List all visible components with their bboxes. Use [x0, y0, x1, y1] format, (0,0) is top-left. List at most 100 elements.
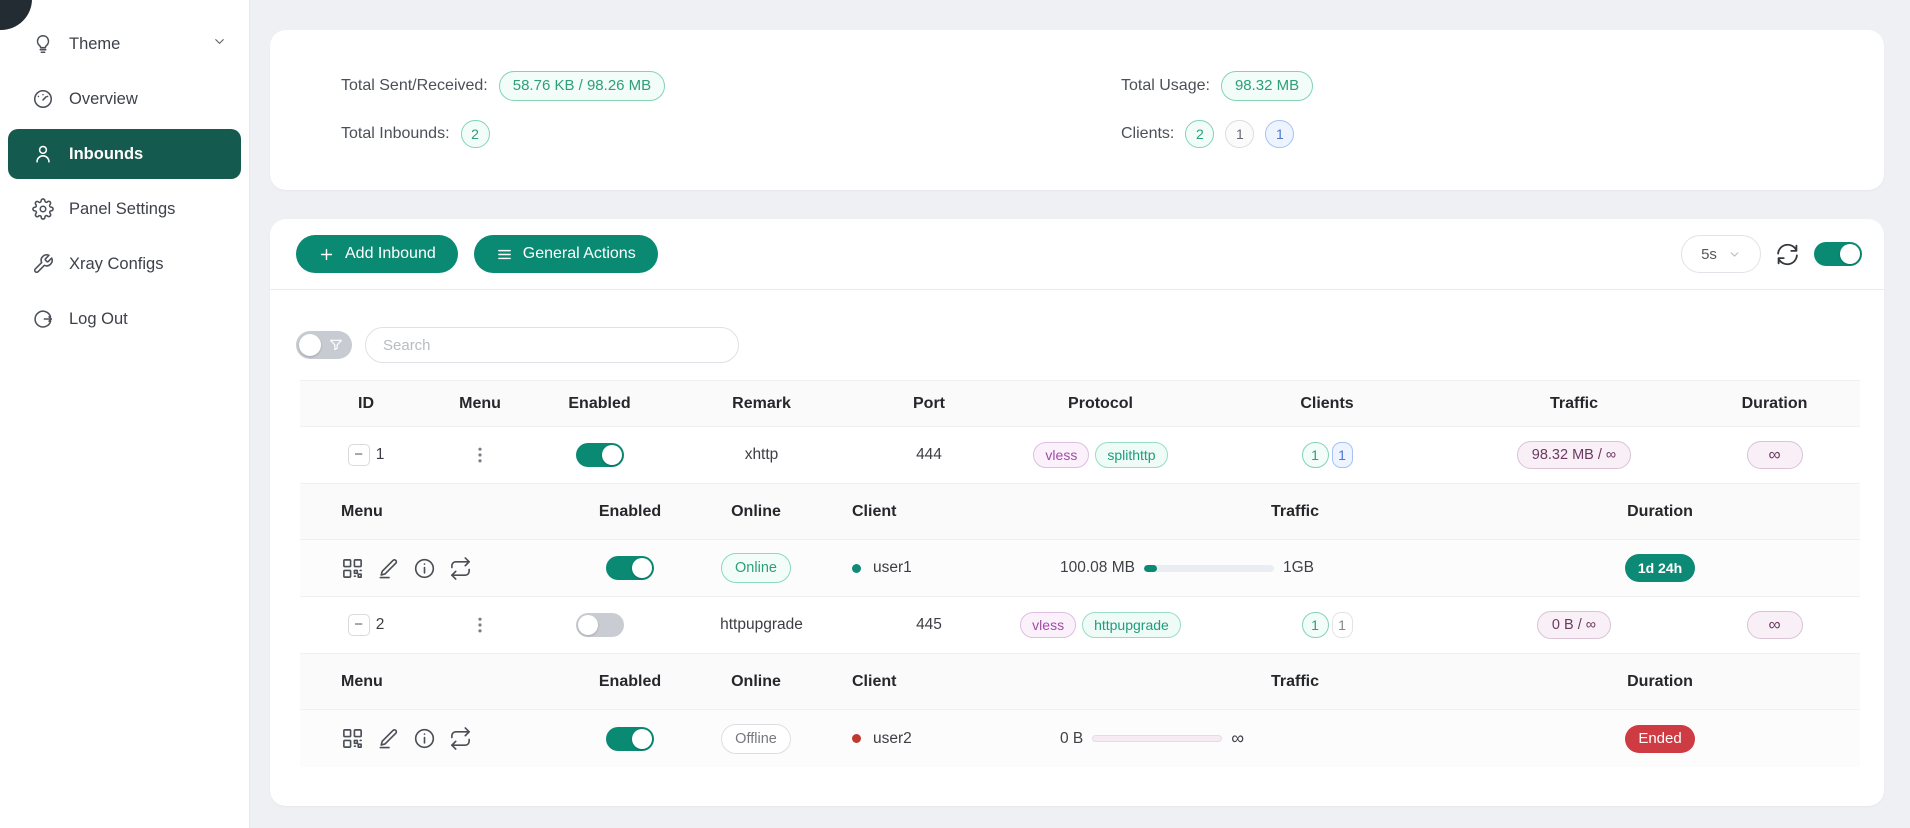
bulb-icon — [36, 34, 50, 54]
stats-right-column: Total Usage: 98.32 MB Clients: 2 1 1 — [1121, 66, 1314, 190]
client-row: Online user1 100.08 MB 1GB 1d 24h — [300, 540, 1860, 597]
client-actions — [300, 727, 560, 750]
col-header-remark: Remark — [732, 394, 791, 412]
col-header-duration: Duration — [1741, 394, 1808, 412]
stat-clients: Clients: 2 1 1 — [1121, 114, 1313, 153]
main-content: Total Sent/Received: 58.76 KB / 98.26 MB… — [250, 0, 1910, 828]
subcol-header-enabled: Enabled — [598, 672, 662, 690]
stat-label: Total Usage: — [1121, 76, 1210, 94]
user-icon — [36, 145, 50, 163]
client-table-header-row: Menu Enabled Online Client Traffic Durat… — [300, 654, 1860, 710]
inbound-id: 2 — [375, 616, 385, 633]
inbound-enabled-toggle[interactable] — [575, 613, 624, 637]
dashboard-icon — [33, 89, 53, 109]
filter-funnel-icon — [330, 339, 342, 351]
traffic-used: 0 B — [1060, 729, 1084, 747]
sidebar-item-theme[interactable]: Theme — [8, 19, 241, 69]
auto-refresh-toggle[interactable] — [1814, 242, 1862, 266]
subcol-header-client: Client — [852, 502, 897, 520]
stats-card: Total Sent/Received: 58.76 KB / 98.26 MB… — [270, 30, 1884, 190]
search-row — [270, 290, 1884, 363]
stat-sent-received: Total Sent/Received: 58.76 KB / 98.26 MB — [341, 66, 1121, 105]
toggle-knob — [1840, 244, 1860, 264]
traffic-progress-fill — [1143, 564, 1157, 572]
reset-traffic-icon[interactable] — [449, 556, 472, 580]
inbound-enabled-toggle[interactable] — [575, 443, 624, 467]
online-status-pill: Offline — [721, 723, 791, 754]
toggle-knob — [632, 558, 652, 578]
protocol-tag: vless — [1033, 442, 1090, 468]
table-row: − 1 xhttp 444 vless splithttp 1 — [300, 427, 1860, 484]
total-inbounds-badge: 2 — [460, 119, 490, 148]
subcol-header-enabled: Enabled — [598, 502, 662, 520]
general-actions-button[interactable]: General Actions — [473, 235, 658, 273]
sidebar-item-label: Inbounds — [69, 144, 144, 163]
subcol-header-online: Online — [731, 502, 781, 520]
sidebar-item-overview[interactable]: Overview — [8, 74, 241, 124]
info-icon[interactable] — [413, 727, 436, 750]
subcol-header-duration: Duration — [1627, 672, 1693, 690]
row-menu-button[interactable] — [432, 445, 528, 465]
add-inbound-button[interactable]: Add Inbound — [296, 235, 458, 273]
traffic-progress-bar — [1143, 564, 1274, 572]
refresh-interval-value: 5s — [1701, 245, 1717, 263]
col-header-traffic: Traffic — [1549, 394, 1598, 412]
inbound-id: 1 — [375, 446, 385, 463]
subcol-header-traffic: Traffic — [1270, 672, 1319, 690]
row-menu-button[interactable] — [432, 615, 528, 635]
table-header-row: ID Menu Enabled Remark Port Protocol Cli… — [300, 380, 1860, 427]
online-status-pill: Online — [721, 553, 791, 583]
clients-count-gray: 1 — [1225, 119, 1255, 148]
subcol-header-online: Online — [731, 672, 781, 690]
inbound-port: 445 — [916, 616, 942, 633]
edit-icon[interactable] — [377, 557, 400, 580]
refresh-interval-select[interactable]: 5s — [1681, 235, 1761, 273]
transport-tag: splithttp — [1095, 442, 1168, 468]
collapse-row-button[interactable]: − — [347, 444, 370, 466]
stat-label: Total Sent/Received: — [341, 76, 488, 94]
inbound-port: 444 — [916, 446, 942, 463]
inbounds-table: ID Menu Enabled Remark Port Protocol Cli… — [300, 380, 1860, 767]
search-input[interactable] — [365, 327, 739, 363]
toggle-knob — [577, 615, 598, 635]
edit-icon[interactable] — [377, 727, 400, 750]
duration-badge: ∞ — [1746, 441, 1803, 469]
sidebar-item-inbounds[interactable]: Inbounds — [8, 129, 241, 179]
traffic-total: ∞ — [1231, 728, 1245, 748]
qr-code-icon[interactable] — [341, 557, 364, 580]
qr-code-icon[interactable] — [341, 727, 364, 750]
client-name: user2 — [873, 729, 912, 747]
traffic-used: 100.08 MB — [1060, 559, 1135, 576]
inbounds-panel: Add Inbound General Actions 5s — [270, 219, 1884, 806]
toggle-knob — [299, 334, 321, 356]
sidebar-item-panel-settings[interactable]: Panel Settings — [8, 184, 241, 234]
stat-label: Clients: — [1121, 124, 1175, 142]
client-enabled-toggle[interactable] — [606, 556, 654, 580]
client-duration-badge: Ended — [1625, 724, 1695, 753]
info-icon[interactable] — [413, 557, 436, 580]
sidebar-item-label: Panel Settings — [69, 199, 176, 218]
filter-toggle[interactable] — [296, 331, 352, 359]
collapse-row-button[interactable]: − — [347, 614, 370, 636]
toolbar: Add Inbound General Actions 5s — [270, 219, 1884, 290]
client-row: Offline user2 0 B ∞ Ended — [300, 710, 1860, 767]
toggle-knob — [632, 728, 652, 749]
general-actions-label: General Actions — [522, 245, 636, 262]
stat-label: Total Inbounds: — [341, 124, 450, 142]
client-status-dot — [852, 734, 861, 743]
client-traffic: 100.08 MB 1GB — [1010, 559, 1530, 577]
traffic-progress-bar — [1092, 735, 1223, 742]
chevron-down-icon — [1730, 251, 1739, 257]
refresh-icon[interactable] — [1776, 243, 1799, 266]
expanded-client-section: Menu Enabled Online Client Traffic Durat… — [300, 484, 1860, 597]
subcol-header-traffic: Traffic — [1270, 502, 1319, 520]
client-enabled-toggle[interactable] — [606, 726, 654, 751]
reset-traffic-icon[interactable] — [449, 727, 472, 750]
subcol-header-menu: Menu — [341, 672, 383, 690]
stat-total-inbounds: Total Inbounds: 2 — [341, 114, 1121, 153]
sidebar-item-xray-configs[interactable]: Xray Configs — [8, 239, 241, 289]
sidebar-item-log-out[interactable]: Log Out — [8, 294, 241, 344]
clients-count-blue: 1 — [1265, 119, 1295, 148]
traffic-total: 1GB — [1282, 559, 1314, 576]
